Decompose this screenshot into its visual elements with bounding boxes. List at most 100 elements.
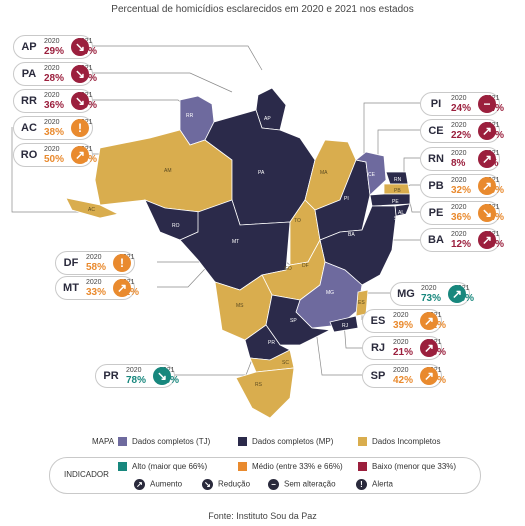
value-2020: 36% <box>44 100 65 111</box>
legend-completos-mp: Dados completos (MP) <box>238 437 333 447</box>
col-2020: 2020 42% <box>393 367 423 386</box>
state-code: PA <box>21 68 37 80</box>
legend-completos-tj: Dados completos (TJ) <box>118 437 210 447</box>
map-label-sc: SC <box>282 360 289 366</box>
state-code: ES <box>370 315 386 327</box>
sem-alteracao-icon: − <box>268 479 279 490</box>
state-code: CE <box>428 125 444 137</box>
map-label-ce: CE <box>368 172 375 178</box>
state-code: PI <box>430 98 442 110</box>
state-code: RR <box>21 95 37 107</box>
value-2020: 29% <box>44 46 65 57</box>
reducao-icon: ↘ <box>202 479 213 490</box>
aumento-icon: ↗ <box>478 177 496 195</box>
year-2020: 2020 <box>86 279 102 286</box>
map-label-ac: AC <box>88 207 95 213</box>
value-2020: 50% <box>44 154 65 165</box>
col-2020: 2020 32% <box>451 177 481 196</box>
map-label-rs: RS <box>255 382 262 388</box>
value-2020: 58% <box>86 262 107 273</box>
year-2020: 2020 <box>451 150 467 157</box>
map-title: Percentual de homicídios esclarecidos em… <box>111 4 414 15</box>
year-2020: 2020 <box>451 95 467 102</box>
legend-baixo: Baixo (menor que 33%) <box>358 462 456 472</box>
swatch-alto <box>118 462 127 472</box>
year-2020: 2020 <box>451 177 467 184</box>
value-2020: 32% <box>451 185 472 196</box>
value-2020: 24% <box>451 103 472 114</box>
reducao-icon: ↘ <box>478 204 496 222</box>
map-label-pa: PA <box>258 170 265 176</box>
aumento-icon: ↗ <box>113 279 131 297</box>
map-label-mg: MG <box>326 290 335 296</box>
map-label-es: ES <box>358 300 365 306</box>
aumento-icon: ↗ <box>420 339 438 357</box>
year-2020: 2020 <box>393 312 409 319</box>
aumento-icon: ↗ <box>420 312 438 330</box>
map-label-am: AM <box>164 168 172 174</box>
map-label-ro: RO <box>172 223 180 229</box>
legend-incompletos: Dados Incompletos <box>358 437 440 447</box>
year-2020: 2020 <box>421 285 437 292</box>
state-code: DF <box>63 257 79 269</box>
col-2020: 2020 12% <box>451 231 481 250</box>
aumento-icon: ↗ <box>478 150 496 168</box>
legend-alerta: ! Alerta <box>356 479 393 490</box>
year-2020: 2020 <box>44 92 60 99</box>
value-2020: 12% <box>451 239 472 250</box>
map-label-to: TO <box>294 218 301 224</box>
state-code: PE <box>428 207 444 219</box>
col-2020: 2020 58% <box>86 254 116 273</box>
value-2020: 33% <box>86 287 107 298</box>
col-2020: 2020 73% <box>421 285 451 304</box>
value-2020: 22% <box>451 130 472 141</box>
map-label-se: SE <box>394 216 401 222</box>
year-2020: 2020 <box>126 367 142 374</box>
year-2020: 2020 <box>44 38 60 45</box>
col-2020: 2020 39% <box>393 312 423 331</box>
year-2020: 2020 <box>44 65 60 72</box>
reducao-icon: ↘ <box>153 367 171 385</box>
alerta-icon: ! <box>356 479 367 490</box>
col-2020: 2020 21% <box>393 339 423 358</box>
state-code: AC <box>21 122 37 134</box>
map-label-al: AL <box>398 210 405 216</box>
map-label-pe: PE <box>392 199 399 205</box>
year-2020: 2020 <box>393 367 409 374</box>
map-label-ms: MS <box>236 303 244 309</box>
year-2020: 2020 <box>44 146 60 153</box>
col-2020: 2020 78% <box>126 367 156 386</box>
alerta-icon: ! <box>113 254 131 272</box>
value-2020: 78% <box>126 375 147 386</box>
swatch-completos-mp <box>238 437 247 447</box>
col-2020: 2020 22% <box>451 122 481 141</box>
map-label-ba: BA <box>348 232 355 238</box>
map-label-pb: PB <box>394 188 401 194</box>
col-2020: 2020 38% <box>44 119 74 138</box>
swatch-incompletos <box>358 437 367 447</box>
legend-mapa-title: MAPA <box>92 437 115 446</box>
state-code: AP <box>21 41 37 53</box>
map-label-mt: MT <box>232 239 240 245</box>
state-code: MG <box>397 288 415 300</box>
col-2020: 2020 50% <box>44 146 74 165</box>
state-shapes <box>65 87 411 419</box>
value-2020: 36% <box>451 212 472 223</box>
value-2020: 38% <box>44 127 65 138</box>
map-label-rr: RR <box>186 113 194 119</box>
reducao-icon: ↘ <box>71 65 89 83</box>
year-2020: 2020 <box>451 231 467 238</box>
state-code: PR <box>103 370 119 382</box>
